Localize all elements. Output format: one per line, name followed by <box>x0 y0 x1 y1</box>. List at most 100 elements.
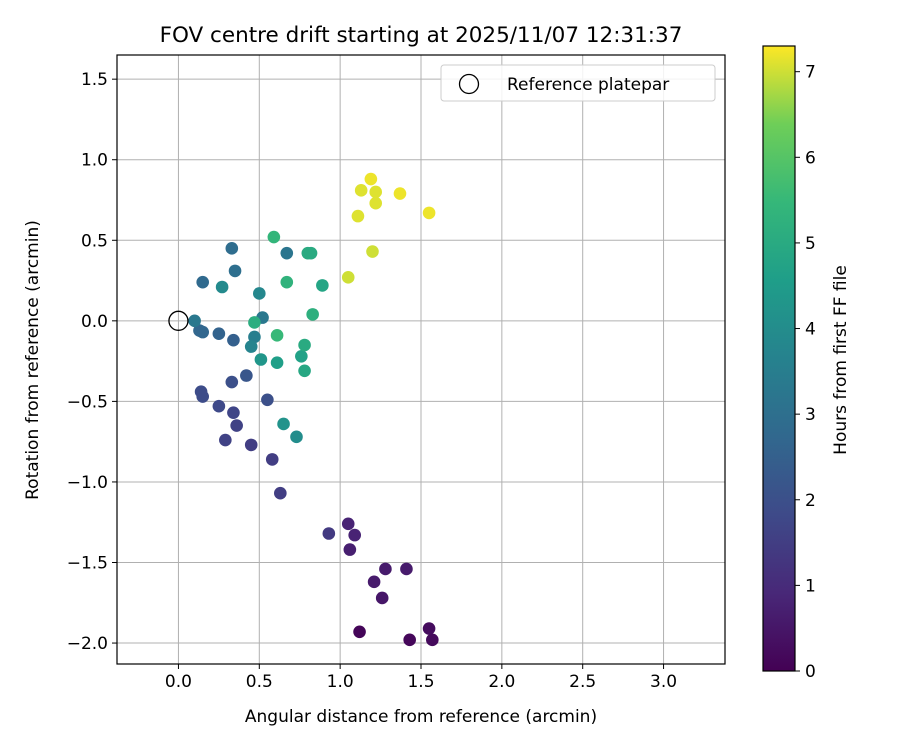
data-points <box>188 172 439 647</box>
colorbar-tick-label: 6 <box>805 148 816 168</box>
scatter-point <box>277 417 290 431</box>
scatter-point <box>306 308 319 321</box>
scatter-point <box>422 622 436 635</box>
legend: Reference platepar <box>440 64 716 102</box>
scatter-point <box>354 184 368 197</box>
scatter-point <box>212 399 226 413</box>
y-tick-label: −0.5 <box>67 392 108 412</box>
y-tick-label: 0.5 <box>81 231 108 251</box>
grid-lines <box>117 55 725 664</box>
scatter-point <box>400 562 413 576</box>
scatter-point <box>248 330 261 344</box>
scatter-point <box>252 287 266 300</box>
y-axis-ticks: 1.5 1.0 0.5 0.0 −0.5 −1.0 −1.5 −2.0 <box>67 70 117 654</box>
scatter-point <box>212 327 226 341</box>
scatter-point <box>426 633 439 647</box>
scatter-point <box>295 349 308 363</box>
y-tick-label: 1.0 <box>81 151 108 171</box>
scatter-point <box>261 393 274 407</box>
scatter-point <box>369 185 383 199</box>
colorbar-tick-label: 4 <box>805 320 816 340</box>
x-tick-label: 3.0 <box>650 672 677 692</box>
y-tick-label: −1.5 <box>67 554 108 574</box>
scatter-point <box>274 486 287 500</box>
y-tick-label: −2.0 <box>67 634 108 654</box>
scatter-point <box>280 246 294 260</box>
colorbar-frame <box>762 45 796 672</box>
y-tick-label: −1.0 <box>67 473 108 493</box>
scatter-point <box>227 333 240 347</box>
legend-label: Reference platepar <box>507 75 669 95</box>
legend-reference-marker <box>458 73 480 95</box>
y-tick-label: 0.0 <box>81 312 108 332</box>
colorbar-label: Hours from first FF file <box>831 265 851 455</box>
scatter-point <box>393 187 407 200</box>
scatter-point <box>227 406 240 419</box>
scatter-point <box>248 316 261 329</box>
colorbar-tick-label: 0 <box>805 662 816 682</box>
x-tick-label: 2.5 <box>569 672 596 692</box>
scatter-point <box>369 196 383 210</box>
x-tick-label: 0.0 <box>165 672 192 692</box>
scatter-point <box>341 517 355 531</box>
scatter-point <box>341 271 355 284</box>
scatter-point <box>230 419 243 432</box>
colorbar: 0 1 2 3 4 5 6 7 Hours from first FF file <box>762 45 851 682</box>
scatter-point <box>193 324 206 337</box>
scatter-point <box>228 264 242 278</box>
x-axis-label: Angular distance from reference (arcmin) <box>245 707 597 727</box>
scatter-point <box>298 338 311 352</box>
chart-title: FOV centre drift starting at 2025/11/07 … <box>160 23 683 48</box>
scatter-point <box>194 385 208 399</box>
scatter-point <box>298 364 311 378</box>
colorbar-tick-label: 7 <box>805 63 816 83</box>
reference-platepar-marker <box>168 310 189 331</box>
scatter-point <box>367 575 381 589</box>
x-tick-label: 1.5 <box>407 672 434 692</box>
reference-marker-layer <box>168 310 189 331</box>
scatter-point <box>188 314 201 328</box>
scatter-point <box>267 230 281 244</box>
scatter-point <box>240 369 253 382</box>
scatter-point <box>244 438 258 452</box>
x-axis-ticks: 0.0 0.5 1.0 1.5 2.0 2.5 3.0 <box>165 664 677 692</box>
scatter-point <box>353 625 366 639</box>
y-tick-label: 1.5 <box>81 70 108 90</box>
scatter-point <box>322 527 336 540</box>
scatter-point <box>265 453 279 466</box>
scatter-point <box>379 562 392 576</box>
colorbar-ticks: 0 1 2 3 4 5 6 7 <box>795 63 816 682</box>
legend-box <box>440 64 716 102</box>
y-axis-label: Rotation from reference (arcmin) <box>23 220 43 500</box>
scatter-point <box>375 591 389 605</box>
scatter-point <box>366 245 379 258</box>
scatter-point <box>422 206 436 220</box>
scatter-point <box>196 275 210 289</box>
colorbar-tick-label: 5 <box>805 234 816 254</box>
scatter-point <box>304 246 318 260</box>
colorbar-tick-label: 2 <box>805 491 816 511</box>
scatter-point <box>215 280 229 294</box>
scatter-point <box>280 275 294 289</box>
colorbar-tick-label: 3 <box>805 405 816 425</box>
scatter-point <box>290 430 303 444</box>
scatter-point <box>403 633 416 647</box>
colorbar-gradient <box>763 46 795 671</box>
x-tick-label: 2.0 <box>488 672 515 692</box>
scatter-point <box>244 340 258 353</box>
scatter-point <box>254 353 268 366</box>
scatter-point <box>225 242 239 255</box>
scatter-point <box>270 356 284 370</box>
scatter-point <box>364 172 378 186</box>
x-tick-label: 0.5 <box>246 672 273 692</box>
scatter-point <box>316 279 329 292</box>
scatter-point <box>351 209 365 223</box>
scatter-point <box>343 543 357 556</box>
colorbar-tick-label: 1 <box>805 576 816 596</box>
scatter-point <box>219 433 232 447</box>
scatter-point <box>225 375 239 389</box>
scatter-point <box>270 329 284 342</box>
scatter-point <box>348 528 362 542</box>
x-tick-label: 1.0 <box>327 672 354 692</box>
